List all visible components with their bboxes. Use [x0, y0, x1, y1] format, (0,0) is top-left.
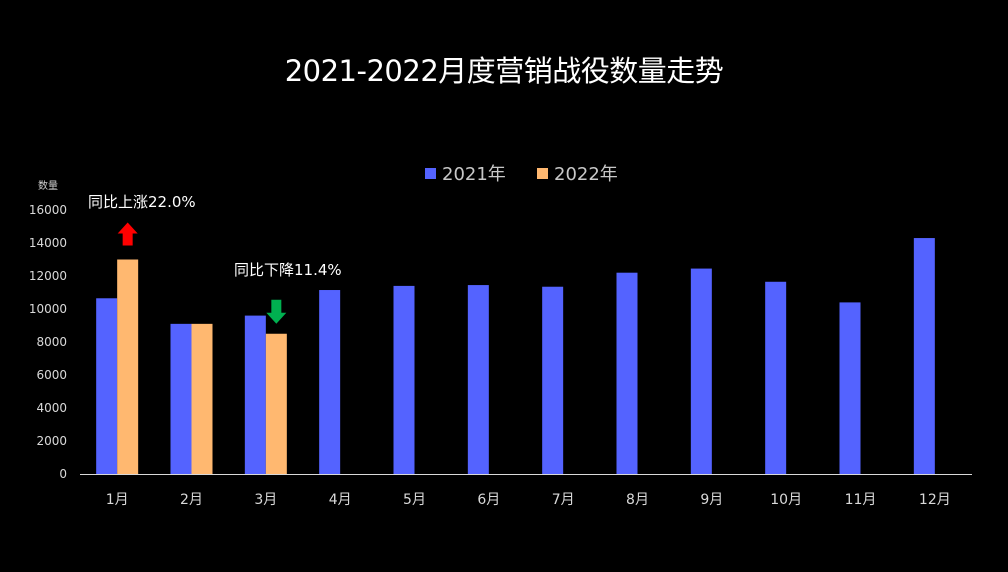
bar-2021年-11月: [839, 302, 861, 474]
bar-2021年-10月: [765, 281, 787, 474]
bar-2021年-12月: [913, 238, 935, 474]
y-tick-label: 14000: [29, 236, 67, 250]
bar-2021年-4月: [319, 290, 341, 474]
x-tick-label: 7月: [552, 492, 575, 508]
bar-2021年-5月: [393, 285, 415, 474]
y-tick-label: 8000: [36, 335, 67, 349]
x-tick-label: 12月: [919, 492, 951, 508]
legend-label-2021: 2021年: [442, 164, 506, 185]
bar-2021年-3月: [244, 315, 266, 474]
legend-item-2021: 2021年: [425, 160, 506, 186]
y-tick-label: 16000: [29, 203, 67, 217]
x-tick-label: 4月: [329, 492, 352, 508]
x-tick-label: 3月: [254, 492, 277, 508]
x-tick-label: 6月: [477, 492, 500, 508]
bar-2022年-1月: [117, 259, 139, 474]
chart-legend: 2021年 2022年: [0, 160, 1008, 188]
x-tick-label: 11月: [845, 492, 877, 508]
x-tick-label: 2月: [180, 492, 203, 508]
x-tick-label: 1月: [106, 492, 129, 508]
bar-2021年-6月: [467, 285, 489, 474]
annotation-up: 同比上涨22.0%: [88, 193, 196, 211]
bar-2021年-1月: [96, 298, 118, 474]
x-tick-label: 8月: [626, 492, 649, 508]
annotation-down: 同比下降11.4%: [234, 261, 342, 279]
y-tick-label: 0: [59, 467, 67, 481]
x-tick-label: 9月: [700, 492, 723, 508]
bar-2021年-8月: [616, 272, 638, 474]
y-tick-label: 10000: [29, 302, 67, 316]
bar-2022年-2月: [191, 323, 213, 474]
chart-title: 2021-2022月度营销战役数量走势: [284, 54, 724, 88]
y-tick-label: 12000: [29, 269, 67, 283]
y-tick-label: 6000: [36, 368, 67, 382]
x-tick-label: 10月: [770, 492, 802, 508]
annotation-arrow-up: [117, 222, 138, 246]
legend-swatch-2022: [537, 167, 548, 179]
annotation-arrow-down: [266, 299, 287, 324]
legend-swatch-2021: [425, 167, 436, 179]
y-tick-label: 2000: [36, 434, 67, 448]
y-axis-label: 数量: [38, 181, 58, 192]
bar-2021年-9月: [690, 268, 712, 474]
bar-2021年-7月: [542, 286, 564, 474]
bar-2022年-3月: [265, 333, 287, 474]
legend-label-2022: 2022年: [554, 164, 618, 185]
y-tick-label: 4000: [36, 401, 67, 415]
x-tick-label: 5月: [403, 492, 426, 508]
legend-item-2022: 2022年: [537, 160, 618, 186]
bar-2021年-2月: [170, 323, 192, 474]
